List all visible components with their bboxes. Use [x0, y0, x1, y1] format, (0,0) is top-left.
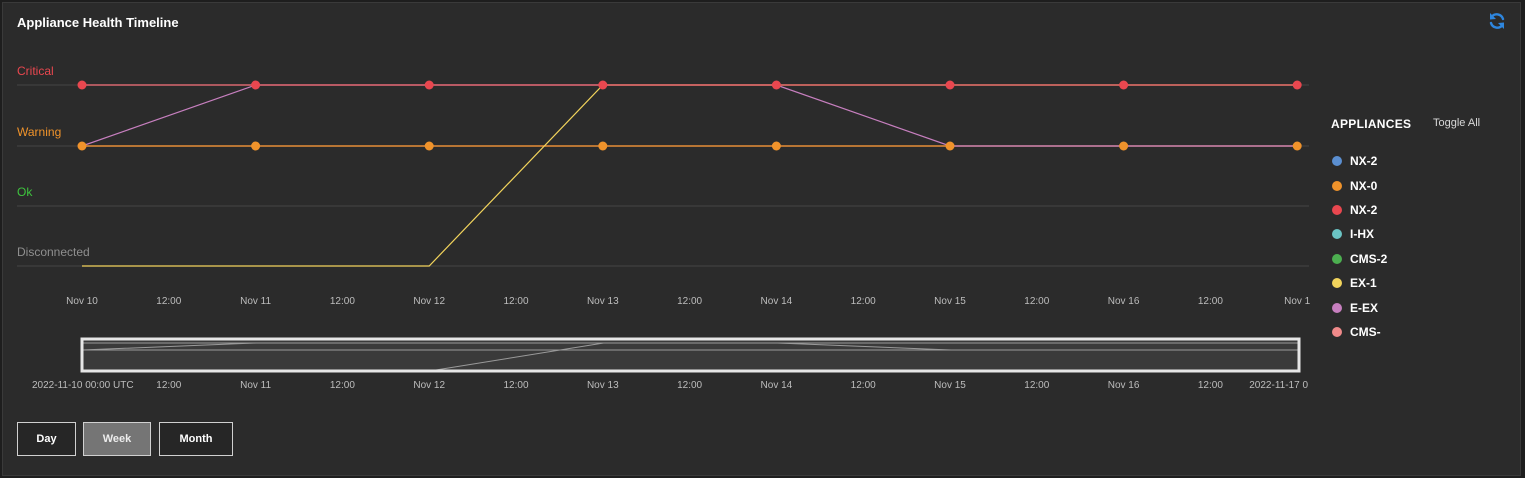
- data-point[interactable]: [1292, 80, 1302, 90]
- legend-label: I-HX: [1350, 227, 1374, 242]
- health-timeline-chart: Critical Warning Ok Disconnected Nov 10 12:0…: [17, 64, 1311, 391]
- series-points: [77, 80, 1302, 151]
- data-point[interactable]: [1292, 141, 1302, 151]
- data-point[interactable]: [251, 141, 261, 151]
- navigator-axis-labels: 2022-11-10 00:00 UTC 12:00 Nov 11 12:00 Nov …: [32, 380, 1308, 391]
- legend-label: NX-2: [1350, 202, 1378, 217]
- navigator-tick-label: 12:00: [156, 380, 181, 391]
- data-point[interactable]: [77, 80, 87, 90]
- navigator-tick-label: Nov 13: [587, 380, 619, 391]
- toggle-all-link[interactable]: Toggle All: [1433, 117, 1481, 129]
- legend-dot-icon: [1332, 326, 1342, 337]
- legend-dot-icon: [1332, 180, 1342, 191]
- legend-dot-icon: [1332, 204, 1342, 215]
- navigator-background: [82, 339, 1299, 371]
- x-axis-labels: Nov 10 12:00 Nov 11 12:00 Nov 12 12:00 Nov 13 1…: [66, 296, 1311, 307]
- range-button-month[interactable]: Month: [159, 422, 233, 456]
- navigator-tick-label: 2022-11-10 00:00 UTC: [32, 380, 134, 391]
- legend-item[interactable]: NX-2: [1331, 149, 1511, 173]
- legend-dot-icon: [1332, 278, 1342, 289]
- y-label-critical: Critical: [17, 64, 54, 78]
- legend-label: NX-0: [1350, 178, 1378, 193]
- x-tick-label: 12:00: [156, 296, 181, 307]
- legend-dot-icon: [1332, 253, 1342, 264]
- x-tick-label: 12:00: [503, 296, 528, 307]
- navigator-tick-label: Nov 12: [413, 380, 445, 391]
- legend-item[interactable]: CMS-2: [1331, 247, 1511, 271]
- y-label-warning: Warning: [17, 125, 61, 139]
- x-tick-label: Nov 10: [66, 296, 98, 307]
- appliances-legend: APPLIANCES Toggle All NX-2 NX-0 NX-2 I-HX CM…: [1331, 115, 1511, 344]
- navigator-tick-label: 12:00: [330, 380, 355, 391]
- navigator-tick-label: 12:00: [1024, 380, 1049, 391]
- x-tick-label: Nov 16: [1108, 296, 1140, 307]
- range-button-day[interactable]: Day: [17, 422, 76, 456]
- legend-dot-icon: [1332, 156, 1342, 167]
- navigator-tick-label: 2022-11-17 0: [1249, 380, 1308, 391]
- data-point[interactable]: [945, 141, 955, 151]
- legend-items: NX-2 NX-0 NX-2 I-HX CMS-2 EX-1 E-EX CMS-: [1331, 149, 1511, 344]
- navigator-tick-label: Nov 15: [934, 380, 966, 391]
- chart-grid: [17, 84, 1309, 267]
- data-point[interactable]: [424, 80, 434, 90]
- series-lines: [81, 84, 1298, 267]
- x-tick-label: Nov 13: [587, 296, 619, 307]
- data-point[interactable]: [771, 80, 781, 90]
- legend-label: CMS-2: [1350, 251, 1388, 266]
- x-tick-label: Nov 11: [240, 296, 271, 307]
- x-tick-label: 12:00: [851, 296, 876, 307]
- data-point[interactable]: [945, 80, 955, 90]
- x-tick-label: Nov 14: [761, 296, 793, 307]
- legend-item[interactable]: I-HX: [1331, 222, 1511, 246]
- legend-label: EX-1: [1350, 276, 1377, 291]
- range-navigator: [80, 337, 1301, 373]
- navigator-tick-label: Nov 11: [240, 380, 271, 391]
- data-point[interactable]: [598, 141, 608, 151]
- panel-title: Appliance Health Timeline: [17, 15, 179, 30]
- legend-item[interactable]: E-EX: [1331, 295, 1511, 319]
- data-point[interactable]: [77, 141, 87, 151]
- x-tick-label: 12:00: [1024, 296, 1049, 307]
- legend-title: APPLIANCES: [1331, 117, 1412, 131]
- x-tick-label: Nov 1: [1284, 296, 1311, 307]
- y-label-ok: Ok: [17, 185, 33, 199]
- series-line[interactable]: [82, 84, 1298, 267]
- data-point[interactable]: [771, 141, 781, 151]
- x-tick-label: 12:00: [1198, 296, 1223, 307]
- navigator-tick-label: 12:00: [1198, 380, 1223, 391]
- legend-dot-icon: [1332, 302, 1342, 313]
- x-tick-label: 12:00: [330, 296, 355, 307]
- data-point[interactable]: [1119, 80, 1129, 90]
- navigator-tick-label: Nov 16: [1108, 380, 1140, 391]
- range-button-week[interactable]: Week: [83, 422, 151, 456]
- data-point[interactable]: [251, 80, 261, 90]
- legend-label: E-EX: [1350, 300, 1379, 315]
- x-tick-label: Nov 15: [934, 296, 966, 307]
- legend-item[interactable]: CMS-: [1331, 320, 1511, 344]
- navigator-tick-label: 12:00: [503, 380, 528, 391]
- legend-item[interactable]: NX-0: [1331, 173, 1511, 197]
- data-point[interactable]: [424, 141, 434, 151]
- x-tick-label: Nov 12: [413, 296, 445, 307]
- legend-label: NX-2: [1350, 154, 1378, 169]
- y-axis-labels: Critical Warning Ok Disconnected: [17, 64, 90, 259]
- legend-label: CMS-: [1350, 324, 1381, 339]
- refresh-icon[interactable]: [1487, 11, 1507, 31]
- navigator-tick-label: Nov 14: [761, 380, 793, 391]
- series-line[interactable]: [81, 84, 1298, 147]
- y-label-disconnected: Disconnected: [17, 245, 90, 259]
- legend-item[interactable]: EX-1: [1331, 271, 1511, 295]
- data-point[interactable]: [598, 80, 608, 90]
- navigator-tick-label: 12:00: [677, 380, 702, 391]
- legend-dot-icon: [1332, 229, 1342, 240]
- legend-item[interactable]: NX-2: [1331, 198, 1511, 222]
- navigator-selection[interactable]: [80, 337, 1301, 373]
- navigator-tick-label: 12:00: [851, 380, 876, 391]
- data-point[interactable]: [1119, 141, 1129, 151]
- x-tick-label: 12:00: [677, 296, 702, 307]
